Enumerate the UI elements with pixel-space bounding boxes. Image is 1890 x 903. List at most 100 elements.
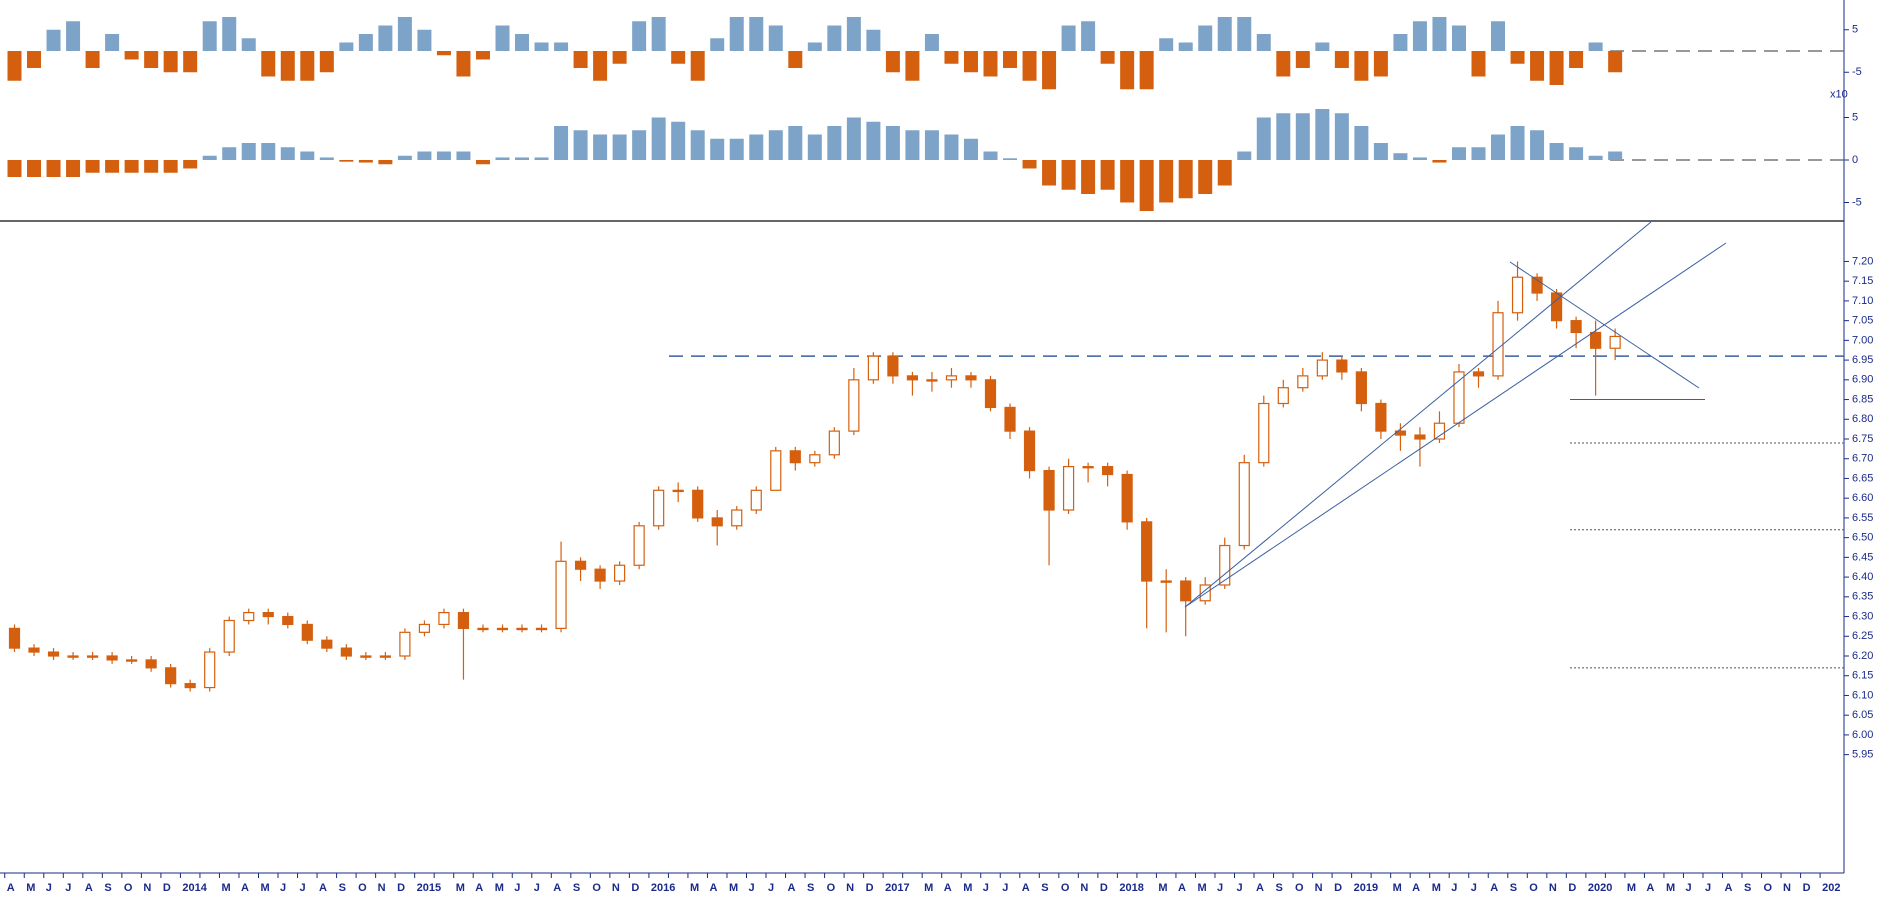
histogram-bar xyxy=(573,51,588,68)
x-tick-label: S xyxy=(339,882,346,894)
histogram-bar xyxy=(885,51,900,73)
candle-body xyxy=(496,627,509,631)
x-tick-label: M xyxy=(1393,882,1402,894)
y-tick-label: 6.95 xyxy=(1852,354,1873,366)
candle-body xyxy=(1102,466,1114,476)
x-tick-label: D xyxy=(866,882,874,894)
x-tick-label: A xyxy=(1725,882,1733,894)
histogram-bar xyxy=(1588,42,1603,51)
candle-body xyxy=(887,355,899,377)
histogram-bar xyxy=(202,21,217,51)
candle-body xyxy=(399,631,411,657)
histogram-bar xyxy=(144,51,159,68)
histogram-bar xyxy=(7,160,22,177)
histogram-bar xyxy=(827,126,842,160)
histogram-bar xyxy=(144,160,159,173)
x-tick-label: S xyxy=(573,882,580,894)
candle-body xyxy=(1472,371,1485,377)
histogram-bar xyxy=(1256,117,1271,160)
histogram-bar xyxy=(885,126,900,160)
x-tick-label: M xyxy=(690,882,699,894)
histogram-bar xyxy=(183,160,198,169)
candle-body xyxy=(1004,406,1016,432)
candle-body xyxy=(848,379,860,432)
x-tick-label: S xyxy=(807,882,814,894)
x-tick-label: A xyxy=(1412,882,1420,894)
x-tick-label: J xyxy=(1002,882,1008,894)
x-tick-label: J xyxy=(1471,882,1477,894)
x-tick-label: A xyxy=(788,882,796,894)
histogram-bar xyxy=(1432,17,1447,51)
candle-body xyxy=(555,560,567,629)
histogram-bar xyxy=(46,160,61,177)
histogram-bar xyxy=(1276,113,1291,160)
candle-body xyxy=(653,489,665,527)
histogram-bar xyxy=(1081,21,1096,51)
histogram-bar xyxy=(1373,143,1388,160)
histogram-bar xyxy=(66,160,81,177)
x-tick-label: D xyxy=(1803,882,1811,894)
histogram-bar xyxy=(163,51,178,73)
x-tick-label: J xyxy=(749,882,755,894)
histogram-bar xyxy=(768,130,783,160)
histogram-bar xyxy=(339,42,354,51)
x-tick-label: M xyxy=(963,882,972,894)
candle-body xyxy=(262,611,274,618)
x-tick-label: N xyxy=(378,882,386,894)
histogram-bar xyxy=(475,51,490,60)
histogram-bar xyxy=(515,157,530,160)
y-tick-label: 6.20 xyxy=(1852,650,1873,662)
histogram-bar xyxy=(495,25,510,51)
y-tick-label: 6.05 xyxy=(1852,709,1873,721)
histogram-bar xyxy=(1510,51,1525,64)
histogram-bar xyxy=(1373,51,1388,77)
y-tick-label: 5.95 xyxy=(1852,749,1873,761)
histogram-bar xyxy=(1295,113,1310,160)
histogram-bar xyxy=(1315,42,1330,51)
x-tick-label: J xyxy=(514,882,520,894)
candle-body xyxy=(633,525,645,566)
candle-body xyxy=(1414,434,1426,440)
histogram-bar xyxy=(1100,160,1115,190)
candle-body xyxy=(906,375,919,381)
y-tick-label: 6.65 xyxy=(1852,472,1873,484)
candle-body xyxy=(828,430,840,456)
x-tick-label: S xyxy=(104,882,111,894)
x-tick-label: A xyxy=(85,882,93,894)
candle-body xyxy=(1062,466,1075,511)
x-tick-label: N xyxy=(1549,882,1557,894)
y-tick-label: 6.25 xyxy=(1852,630,1873,642)
x-tick-label: M xyxy=(456,882,465,894)
histogram-bar xyxy=(1178,160,1193,199)
candle-body xyxy=(945,375,958,381)
histogram-bar xyxy=(749,134,764,160)
candle-body xyxy=(1511,276,1524,314)
histogram-bar xyxy=(1178,42,1193,51)
histogram-bar xyxy=(768,25,783,51)
histogram-bar xyxy=(261,51,276,77)
candle-body xyxy=(204,651,216,689)
histogram-bar xyxy=(1217,17,1232,51)
x-tick-label: J xyxy=(65,882,71,894)
histogram-bar xyxy=(1022,51,1037,81)
x-tick-label: D xyxy=(397,882,405,894)
candle-body xyxy=(789,450,801,464)
y-tick-label: 0 xyxy=(1852,154,1858,166)
histogram-bar xyxy=(846,117,861,160)
histogram-bar xyxy=(1530,130,1545,160)
x-tick-label: A xyxy=(7,882,15,894)
histogram-bar xyxy=(1159,160,1174,203)
candle-body xyxy=(47,651,60,657)
y-tick-label: 5 xyxy=(1852,24,1858,36)
candle-body xyxy=(457,611,470,629)
histogram-bar xyxy=(1256,34,1271,51)
x-tick-label: 202 xyxy=(1822,882,1840,894)
histogram-bar xyxy=(905,51,920,81)
histogram-bar xyxy=(417,151,432,160)
histogram-bar xyxy=(1120,51,1135,90)
histogram-bar xyxy=(671,121,686,160)
histogram-bar xyxy=(1159,38,1174,51)
histogram-bar xyxy=(1334,113,1349,160)
x-tick-label: J xyxy=(280,882,286,894)
